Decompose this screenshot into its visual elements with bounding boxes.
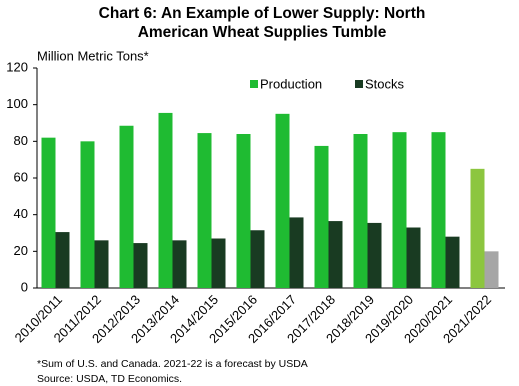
bar <box>406 227 421 288</box>
legend-label: Stocks <box>365 76 405 91</box>
legend-swatch <box>355 80 363 88</box>
bar <box>289 217 304 288</box>
bar <box>236 134 251 288</box>
bar <box>367 222 382 288</box>
bar <box>392 132 407 288</box>
bar <box>328 221 343 288</box>
bar <box>197 133 212 288</box>
y-tick-label: 20 <box>14 243 28 258</box>
bar <box>55 232 70 288</box>
chart-title: American Wheat Supplies Tumble <box>138 24 387 41</box>
y-tick-label: 40 <box>14 206 28 221</box>
bar <box>80 141 95 288</box>
bar <box>172 240 187 288</box>
footnote: Source: USDA, TD Economics. <box>37 373 182 385</box>
footnote: *Sum of U.S. and Canada. 2021-22 is a fo… <box>37 358 308 370</box>
bar <box>275 113 290 288</box>
y-tick-label: 80 <box>14 133 28 148</box>
y-tick-label: 60 <box>14 169 28 184</box>
bar <box>133 243 148 288</box>
legend-swatch <box>250 80 258 88</box>
bar <box>353 134 368 288</box>
bar <box>94 240 109 288</box>
bar <box>445 236 460 288</box>
bar <box>314 145 329 288</box>
y-tick-label: 0 <box>21 279 28 294</box>
bar <box>431 132 446 288</box>
y-tick-label: 100 <box>6 96 28 111</box>
bar <box>41 137 56 288</box>
bar <box>119 125 134 288</box>
legend-label: Production <box>260 76 322 91</box>
chart-title: Chart 6: An Example of Lower Supply: Nor… <box>99 5 426 22</box>
bar <box>484 251 499 288</box>
bar <box>211 238 226 288</box>
bar <box>470 168 485 288</box>
y-tick-label: 120 <box>6 59 28 74</box>
bar <box>250 230 265 288</box>
bar <box>158 112 173 289</box>
y-axis-label: Million Metric Tons* <box>37 48 149 63</box>
